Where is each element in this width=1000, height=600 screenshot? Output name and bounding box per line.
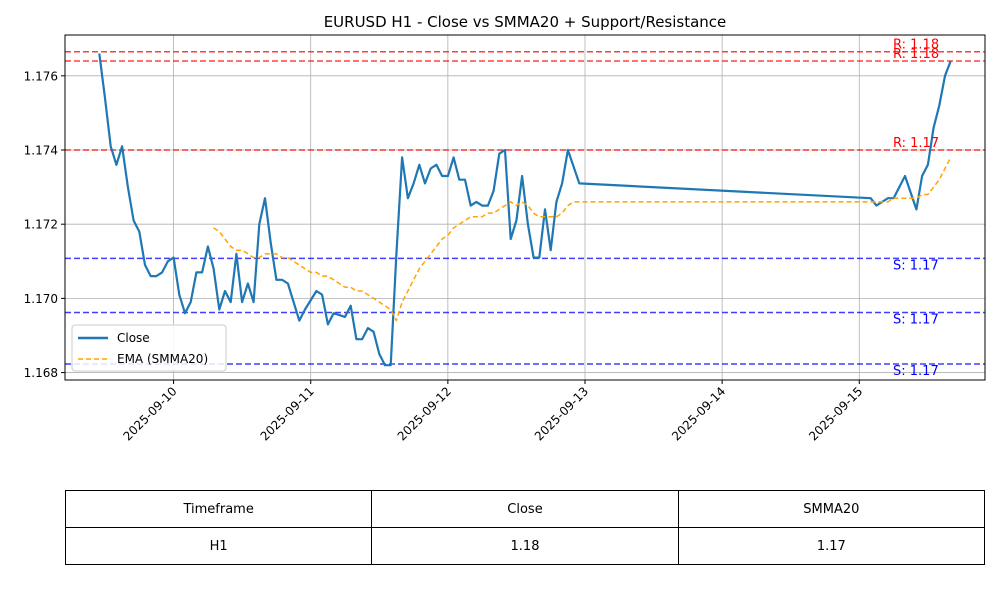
table-header-timeframe: Timeframe	[64, 490, 373, 528]
legend-smma-label: EMA (SMMA20)	[117, 352, 208, 366]
x-tick-label: 2025-09-15	[806, 384, 865, 443]
y-tick-label: 1.168	[24, 366, 58, 380]
y-tick-label: 1.174	[24, 144, 58, 158]
legend: Close EMA (SMMA20)	[71, 324, 227, 372]
support-label: S: 1.17	[893, 258, 939, 273]
chart-title: EURUSD H1 - Close vs SMMA20 + Support/Re…	[324, 13, 727, 31]
table-header-close: Close	[371, 490, 679, 528]
y-tick-label: 1.170	[24, 292, 58, 306]
table-header-smma20: SMMA20	[677, 490, 986, 528]
x-tick-label: 2025-09-10	[120, 384, 179, 443]
support-label: S: 1.17	[893, 364, 939, 379]
x-tick-label: 2025-09-12	[395, 384, 454, 443]
x-tick-label: 2025-09-14	[669, 384, 728, 443]
legend-close-label: Close	[117, 331, 150, 345]
legend-box	[71, 324, 227, 372]
line-labels: R: 1.18R: 1.18 R: 1.17 S: 1.17 S: 1.17 S: 1.…	[893, 38, 939, 379]
resistance-label: R: 1.17	[893, 136, 939, 151]
x-tick-label: 2025-09-13	[532, 384, 591, 443]
axes: 1.168 1.170 1.172 1.174 1.176 2025-09-10 2025-…	[24, 69, 866, 443]
table-cell-timeframe: H1	[64, 527, 373, 565]
resistance-label: R: 1.18	[893, 47, 939, 62]
support-resistance-lines	[65, 50, 985, 365]
summary-table: Timeframe Close SMMA20 H1 1.18 1.17	[64, 490, 986, 565]
plot-frame	[64, 34, 986, 381]
y-tick-label: 1.176	[24, 69, 58, 83]
support-label: S: 1.17	[893, 312, 939, 327]
table-row: H1 1.18 1.17	[64, 527, 986, 565]
close-series-line	[98, 53, 952, 367]
y-tick-label: 1.172	[24, 218, 58, 232]
table-cell-smma20: 1.17	[677, 527, 986, 565]
table-header-row: Timeframe Close SMMA20	[64, 490, 986, 528]
table-cell-close: 1.18	[371, 527, 679, 565]
series	[98, 53, 952, 367]
x-tick-label: 2025-09-11	[258, 384, 317, 443]
smma-series-line	[213, 157, 952, 322]
resistance-label: R: 1.18	[893, 38, 939, 53]
